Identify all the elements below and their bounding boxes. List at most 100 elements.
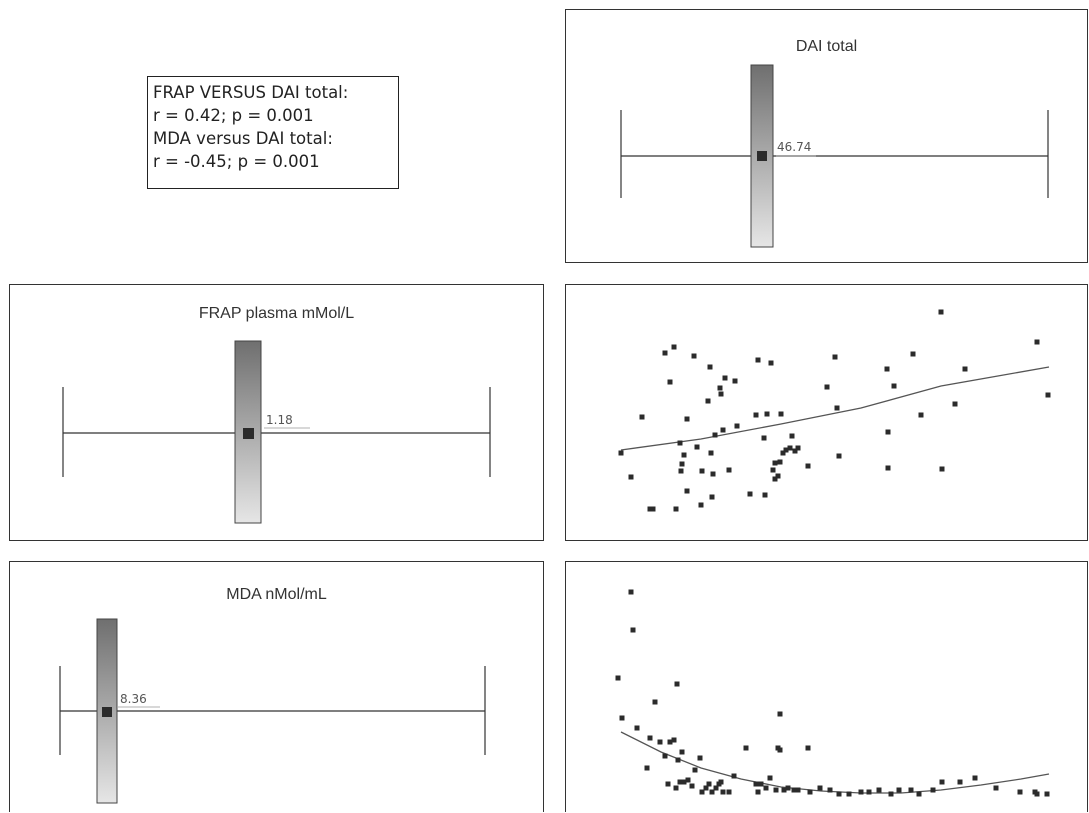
- scatter-point: [783, 447, 789, 453]
- scatter-point: [718, 391, 724, 397]
- scatter-point: [712, 432, 718, 438]
- dai-total-panel: DAI total 46.74: [565, 9, 1088, 263]
- scatter-point: [726, 467, 732, 473]
- gauge-value-label: 46.74: [777, 140, 811, 154]
- scatter-point: [930, 787, 936, 793]
- scatter-point: [787, 445, 793, 451]
- correlation-stats-box: FRAP VERSUS DAI total: r = 0.42; p = 0.0…: [147, 76, 399, 189]
- scatter-point: [962, 366, 968, 372]
- frap-vs-dai-scatter-panel: [565, 284, 1088, 541]
- scatter-point: [710, 471, 716, 477]
- scatter-point: [884, 366, 890, 372]
- scatter-point: [1045, 392, 1051, 398]
- scatter-point: [789, 433, 795, 439]
- scatter-point: [634, 725, 640, 731]
- scatter-point: [628, 589, 634, 595]
- scatter-point: [718, 779, 724, 785]
- scatter-point: [762, 492, 768, 498]
- scatter-point: [792, 448, 798, 454]
- scatter-point: [743, 745, 749, 751]
- scatter-point: [692, 767, 698, 773]
- scatter-point: [665, 781, 671, 787]
- scatter-point: [677, 440, 683, 446]
- scatter-point: [918, 412, 924, 418]
- scatter-point: [773, 787, 779, 793]
- scatter-point: [753, 781, 759, 787]
- scatter-point: [832, 354, 838, 360]
- scatter-point: [671, 344, 677, 350]
- scatter-point: [706, 781, 712, 787]
- scatter-point: [938, 309, 944, 315]
- scatter-point: [805, 463, 811, 469]
- scatter-point: [791, 787, 797, 793]
- scatter-point: [703, 785, 709, 791]
- scatter-point: [732, 378, 738, 384]
- scatter-point: [939, 466, 945, 472]
- scatter-point: [834, 405, 840, 411]
- scatter-point: [866, 789, 872, 795]
- scatter-point: [785, 785, 791, 791]
- scatter-point: [817, 785, 823, 791]
- scatter-point: [699, 789, 705, 795]
- scatter-point: [674, 681, 680, 687]
- mda-gauge: 8.36: [59, 618, 486, 804]
- dai-total-gauge: 46.74: [620, 64, 1049, 248]
- scatter-point: [763, 785, 769, 791]
- scatter-point: [691, 353, 697, 359]
- scatter-point: [885, 429, 891, 435]
- frap-plasma-gauge: 1.18: [62, 340, 491, 524]
- scatter-point: [677, 779, 683, 785]
- scatter-point: [679, 749, 685, 755]
- mda-vs-dai-scatter: [615, 589, 1050, 797]
- scatter-point: [705, 398, 711, 404]
- scatter-point: [1044, 791, 1050, 797]
- scatter-point: [888, 791, 894, 797]
- scatter-point: [618, 450, 624, 456]
- scatter-point: [876, 787, 882, 793]
- frap-plasma-title: FRAP plasma mMol/L: [198, 305, 355, 322]
- stats-line: r = 0.42; p = 0.001: [153, 106, 314, 125]
- scatter-point: [734, 423, 740, 429]
- scatter-point: [758, 781, 764, 787]
- scatter-point: [836, 791, 842, 797]
- scatter-point: [846, 791, 852, 797]
- scatter-point: [916, 791, 922, 797]
- scatter-point: [778, 411, 784, 417]
- scatter-point: [824, 384, 830, 390]
- scatter-point: [807, 789, 813, 795]
- scatter-point: [770, 467, 776, 473]
- frap-plasma-panel: FRAP plasma mMol/L 1.18: [9, 284, 544, 541]
- scatter-point: [709, 789, 715, 795]
- scatter-point: [781, 787, 787, 793]
- scatter-point: [805, 745, 811, 751]
- scatter-point: [662, 753, 668, 759]
- scatter-point: [764, 411, 770, 417]
- scatter-point: [615, 675, 621, 681]
- scatter-point: [681, 779, 687, 785]
- scatter-point: [908, 787, 914, 793]
- mda-vs-dai-scatter-panel: [565, 561, 1088, 812]
- scatter-point: [720, 789, 726, 795]
- scatter-point: [684, 488, 690, 494]
- scatter-point: [644, 765, 650, 771]
- scatter-point: [777, 459, 783, 465]
- gauge-marker: [102, 707, 112, 717]
- scatter-point: [652, 699, 658, 705]
- scatter-point: [780, 450, 786, 456]
- scatter-point: [684, 416, 690, 422]
- scatter-point: [768, 360, 774, 366]
- scatter-point: [639, 414, 645, 420]
- scatter-point: [755, 357, 761, 363]
- scatter-point: [699, 468, 705, 474]
- scatter-point: [910, 351, 916, 357]
- scatter-point: [939, 779, 945, 785]
- scatter-point: [726, 789, 732, 795]
- scatter-point: [775, 473, 781, 479]
- scatter-point: [957, 779, 963, 785]
- scatter-point: [673, 785, 679, 791]
- scatter-point: [777, 711, 783, 717]
- scatter-point: [1017, 789, 1023, 795]
- scatter-point: [836, 453, 842, 459]
- scatter-point: [747, 491, 753, 497]
- scatter-point: [681, 452, 687, 458]
